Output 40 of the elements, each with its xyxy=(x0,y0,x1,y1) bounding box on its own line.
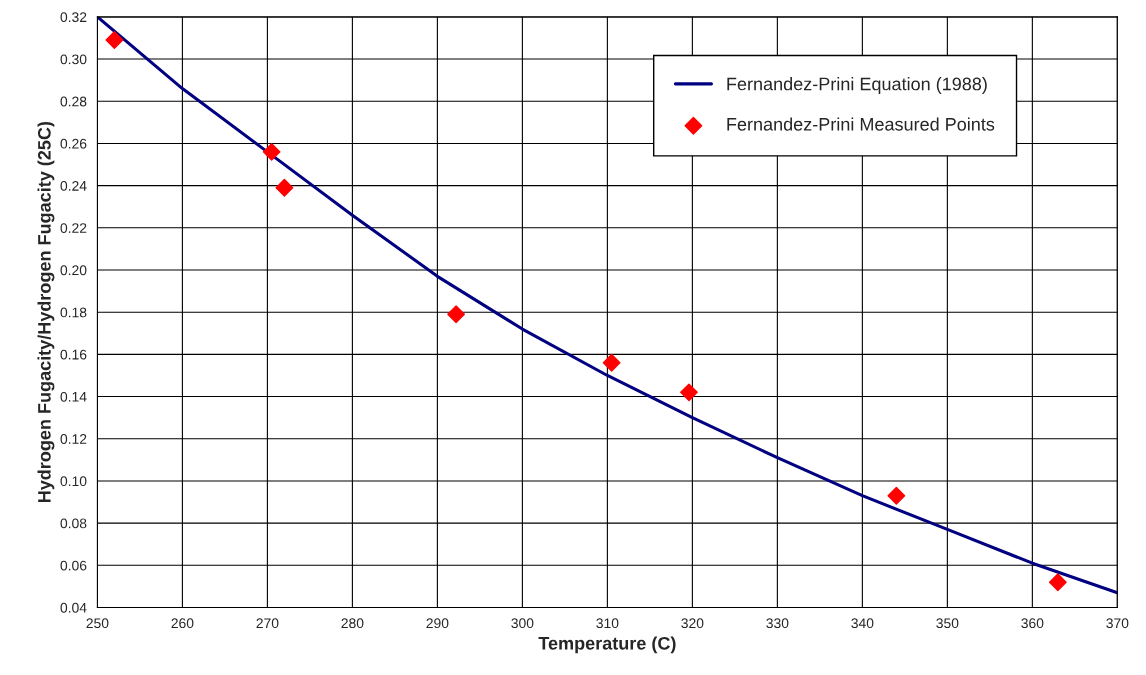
y-tick-label: 0.18 xyxy=(60,307,87,318)
point xyxy=(447,305,466,324)
x-tick-label: 300 xyxy=(511,618,534,629)
y-tick-label: 0.12 xyxy=(60,434,87,444)
point xyxy=(105,31,124,49)
x-tick-label: 340 xyxy=(851,618,874,629)
x-tick-label: 280 xyxy=(341,618,364,629)
legend-label: Fernandez-Prini Equation (1988) xyxy=(727,77,987,94)
legend-label: Fernandez-Prini Measured Points xyxy=(727,117,995,131)
y-tick-label: 0.20 xyxy=(60,265,87,276)
x-axis-title: Temperature (C) xyxy=(538,636,676,654)
y-tick-label: 0.28 xyxy=(60,96,87,107)
y-tick-label: 0.10 xyxy=(60,476,87,487)
point xyxy=(680,383,698,402)
y-tick-label: 0.26 xyxy=(60,138,87,149)
x-tick-label: 290 xyxy=(426,618,449,629)
x-tick-label: 270 xyxy=(256,618,279,629)
y-tick-label: 0.14 xyxy=(60,391,87,402)
x-tick-label: 320 xyxy=(681,618,704,629)
x-tick-label: 370 xyxy=(1106,618,1129,629)
y-tick-label: 0.04 xyxy=(60,602,87,613)
point xyxy=(262,142,281,161)
x-tick-label: 350 xyxy=(936,618,959,629)
point xyxy=(1048,573,1067,592)
y-tick-label: 0.24 xyxy=(60,180,87,191)
y-tick-label: 0.08 xyxy=(60,518,87,529)
y-tick-label: 0.32 xyxy=(60,12,87,23)
x-tick-label: 250 xyxy=(86,618,109,629)
point xyxy=(275,178,294,197)
x-tick-label: 360 xyxy=(1021,618,1044,629)
x-tick-label: 330 xyxy=(766,618,789,629)
y-tick-label: 0.06 xyxy=(60,560,87,571)
point xyxy=(887,486,906,505)
point xyxy=(602,353,621,372)
x-tick-label: 310 xyxy=(596,618,619,629)
x-tick-label: 260 xyxy=(171,618,194,629)
y-tick-label: 0.22 xyxy=(60,223,87,233)
y-axis-title: Hydrogen Fugacity/Hydrogen Fugacity (25C) xyxy=(37,121,55,503)
y-tick-label: 0.30 xyxy=(60,54,87,65)
y-tick-label: 0.16 xyxy=(60,349,87,360)
